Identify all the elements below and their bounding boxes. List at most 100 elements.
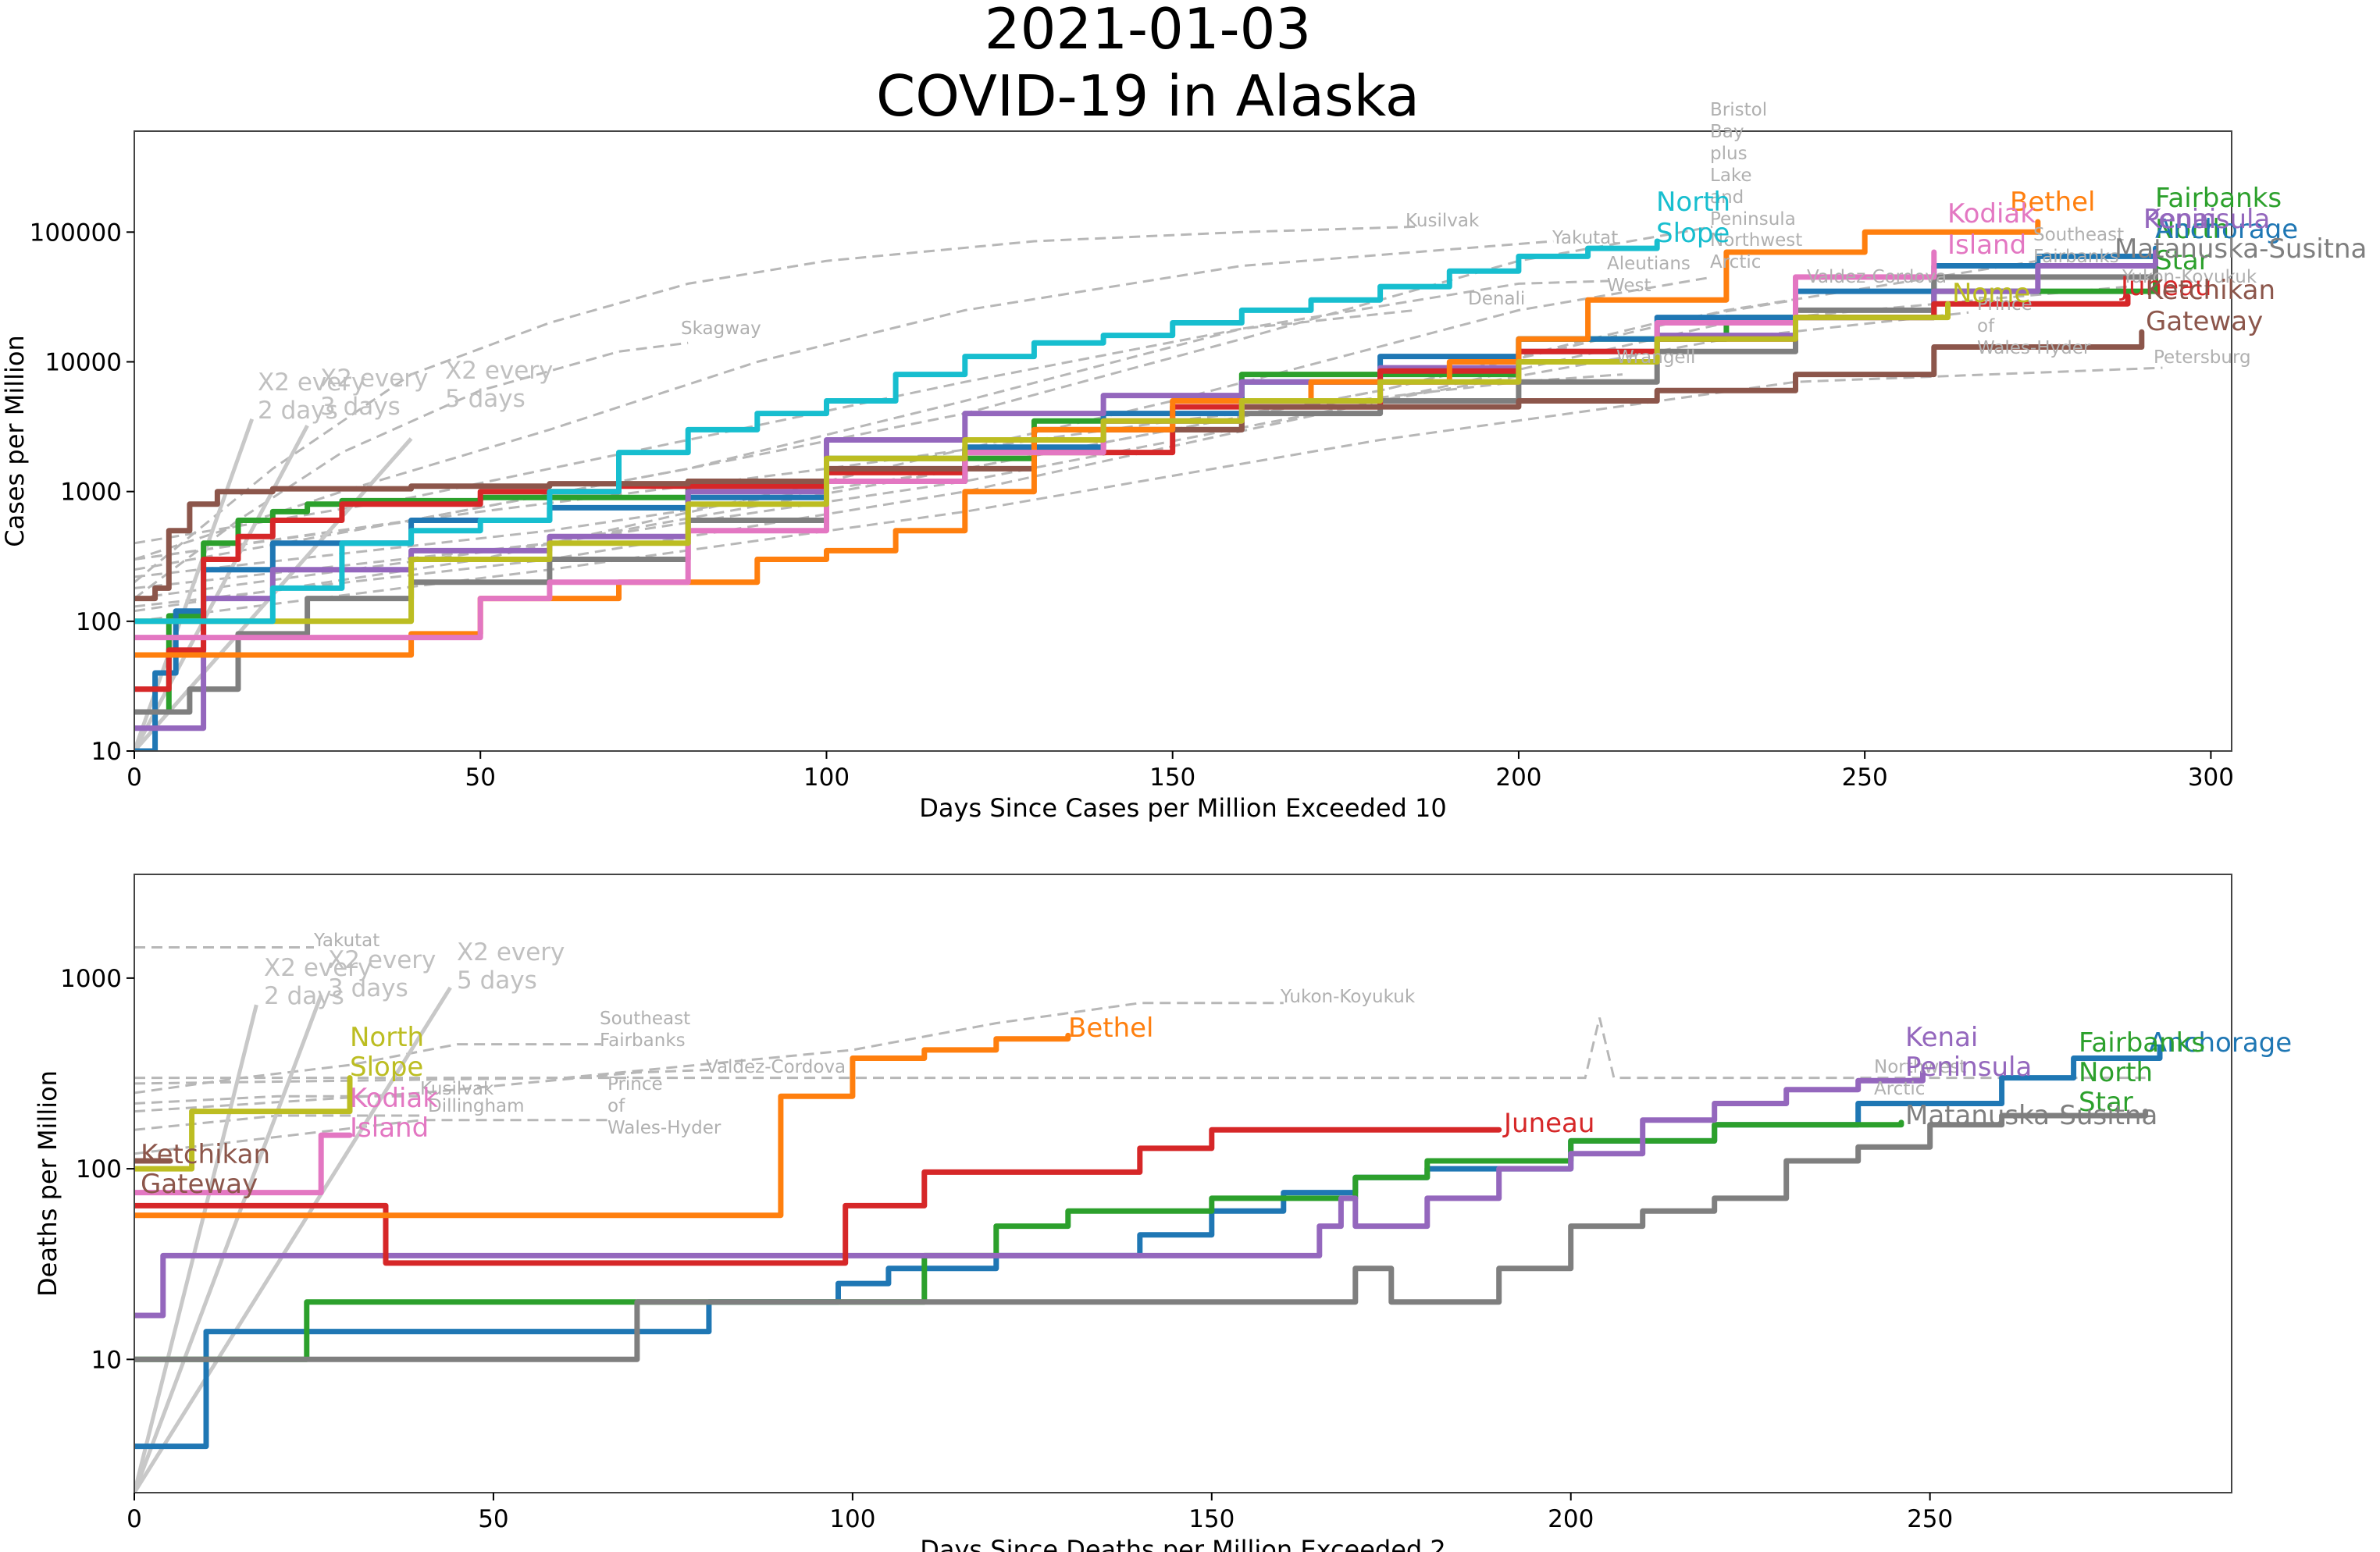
reference-label: X2 every — [328, 946, 436, 974]
background-line — [134, 366, 2163, 623]
y-tick-label: 10 — [91, 738, 122, 766]
background-label: Prince — [1977, 294, 2033, 315]
background-label: Dillingham — [428, 1096, 525, 1116]
series-line — [134, 238, 1660, 625]
reference-line — [134, 986, 452, 1493]
reference-label: 3 days — [328, 974, 408, 1002]
series-label: Anchorage — [2149, 1027, 2292, 1059]
plot-deaths: 0 50 100 150 200 250 10 100 1000 Days Since Death… — [33, 874, 2292, 1552]
series-label: Bethel — [1068, 1013, 1154, 1044]
background-label: Bay — [1710, 122, 1744, 142]
reference-line — [134, 994, 323, 1493]
series-label: Peninsula — [2143, 204, 2270, 235]
series-label: Island — [350, 1112, 429, 1144]
background-label: Aleutians — [1607, 254, 1691, 274]
series-line — [134, 329, 2145, 602]
background-label: Valdez-Cordova — [706, 1057, 846, 1077]
background-label: Kusilvak — [1406, 211, 1480, 231]
series-label: Juneau — [1502, 1108, 1594, 1139]
reference-label: 2 days — [258, 397, 338, 425]
series-label: Gateway — [141, 1169, 258, 1200]
background-label: Fairbanks — [600, 1031, 686, 1051]
series-line — [134, 1132, 353, 1196]
reference-line — [134, 1004, 258, 1493]
series-label: Island — [1947, 230, 2026, 261]
y-tick-label: 10000 — [45, 348, 122, 376]
x-axis-label: Days Since Cases per Million Exceeded 10 — [919, 793, 1446, 823]
reference-label: 3 days — [320, 393, 401, 421]
background-label: West — [1607, 276, 1651, 296]
reference-label: 2 days — [264, 982, 344, 1010]
background-label: Wrangell — [1616, 347, 1695, 368]
background-label: Arctic — [1710, 252, 1761, 272]
background-label: Yukon-Koyukuk — [2122, 267, 2257, 287]
series-label: Juneau — [2119, 271, 2211, 302]
background-label: Southeast — [600, 1009, 690, 1029]
background-label: Petersburg — [2154, 347, 2251, 368]
y-axis-label: Deaths per Million — [33, 1070, 62, 1297]
background-line — [134, 341, 689, 600]
series-line — [134, 272, 2158, 715]
series-label: Kenai — [2143, 204, 2216, 235]
background-label: Yakutat — [313, 931, 379, 951]
y-tick-label: 100 — [76, 608, 122, 636]
background-label: Bristol — [1710, 100, 1767, 120]
reference-label: X2 every — [320, 365, 428, 393]
background-line — [134, 1002, 1284, 1085]
series-label: Kodiak — [1947, 198, 2036, 230]
y-tick-label: 1000 — [60, 965, 122, 993]
series-label: North — [350, 1022, 424, 1053]
background-label: Wales-Hyder — [1977, 338, 2091, 358]
background-line — [134, 259, 2039, 589]
x-tick-label: 0 — [126, 1505, 142, 1533]
x-tick-label: 150 — [1149, 764, 1195, 792]
series-label: Fairbanks — [2079, 1027, 2205, 1059]
title-main: COVID-19 in Alaska — [876, 63, 1420, 129]
y-tick-label: 10 — [91, 1346, 122, 1374]
x-tick-label: 250 — [1907, 1505, 1953, 1533]
series-label: Slope — [350, 1052, 423, 1083]
series-label: Gateway — [2146, 306, 2263, 337]
x-tick-label: 100 — [803, 764, 850, 792]
series-line — [134, 301, 1951, 625]
plot-area — [134, 946, 2163, 1493]
x-axis-label: Days Since Deaths per Million Exceeded 2 — [920, 1535, 1446, 1552]
series-label: Nome — [1952, 278, 2030, 309]
series-label: Anchorage — [2155, 214, 2298, 245]
y-tick-label: 100000 — [30, 219, 122, 247]
background-label: Skagway — [681, 319, 761, 339]
plot-cases: 0 50 100 150 200 250 300 10 100 1000 10000 100000 Da… — [0, 100, 2367, 823]
background-label: Northwest — [1874, 1057, 1966, 1077]
series-label: Slope — [1656, 218, 1730, 249]
series-line — [134, 1127, 1502, 1266]
series-line — [134, 1120, 1904, 1362]
background-label: plus — [1710, 144, 1748, 164]
background-line — [134, 308, 1416, 545]
series-label: North — [2155, 214, 2229, 245]
background-label: Northwest — [1710, 230, 1802, 251]
reference-label: 5 days — [457, 966, 537, 995]
plot-frame — [134, 874, 2232, 1493]
background-label: Yakutat — [1552, 228, 1618, 248]
series-label: Bethel — [2010, 187, 2096, 218]
series-line — [134, 1070, 1926, 1319]
series-label: Fairbanks — [2155, 183, 2282, 214]
background-label: Kusilvak — [420, 1079, 494, 1099]
background-label: of — [607, 1096, 625, 1116]
y-tick-label: 1000 — [60, 479, 122, 507]
x-tick-label: 50 — [465, 764, 496, 792]
background-label: Lake — [1710, 166, 1752, 186]
background-line — [134, 1114, 422, 1131]
series-label: Kenai — [1905, 1022, 1978, 1053]
x-tick-label: 0 — [126, 764, 142, 792]
background-line — [134, 276, 1713, 613]
series-label: Star — [2155, 245, 2210, 276]
reference-label: 5 days — [445, 385, 526, 413]
background-line — [134, 1119, 609, 1155]
plot-area — [134, 219, 2163, 751]
series-line — [134, 1032, 1071, 1219]
x-tick-label: 300 — [2188, 764, 2234, 792]
series-line — [134, 249, 2158, 732]
x-tick-label: 200 — [1548, 1505, 1594, 1533]
